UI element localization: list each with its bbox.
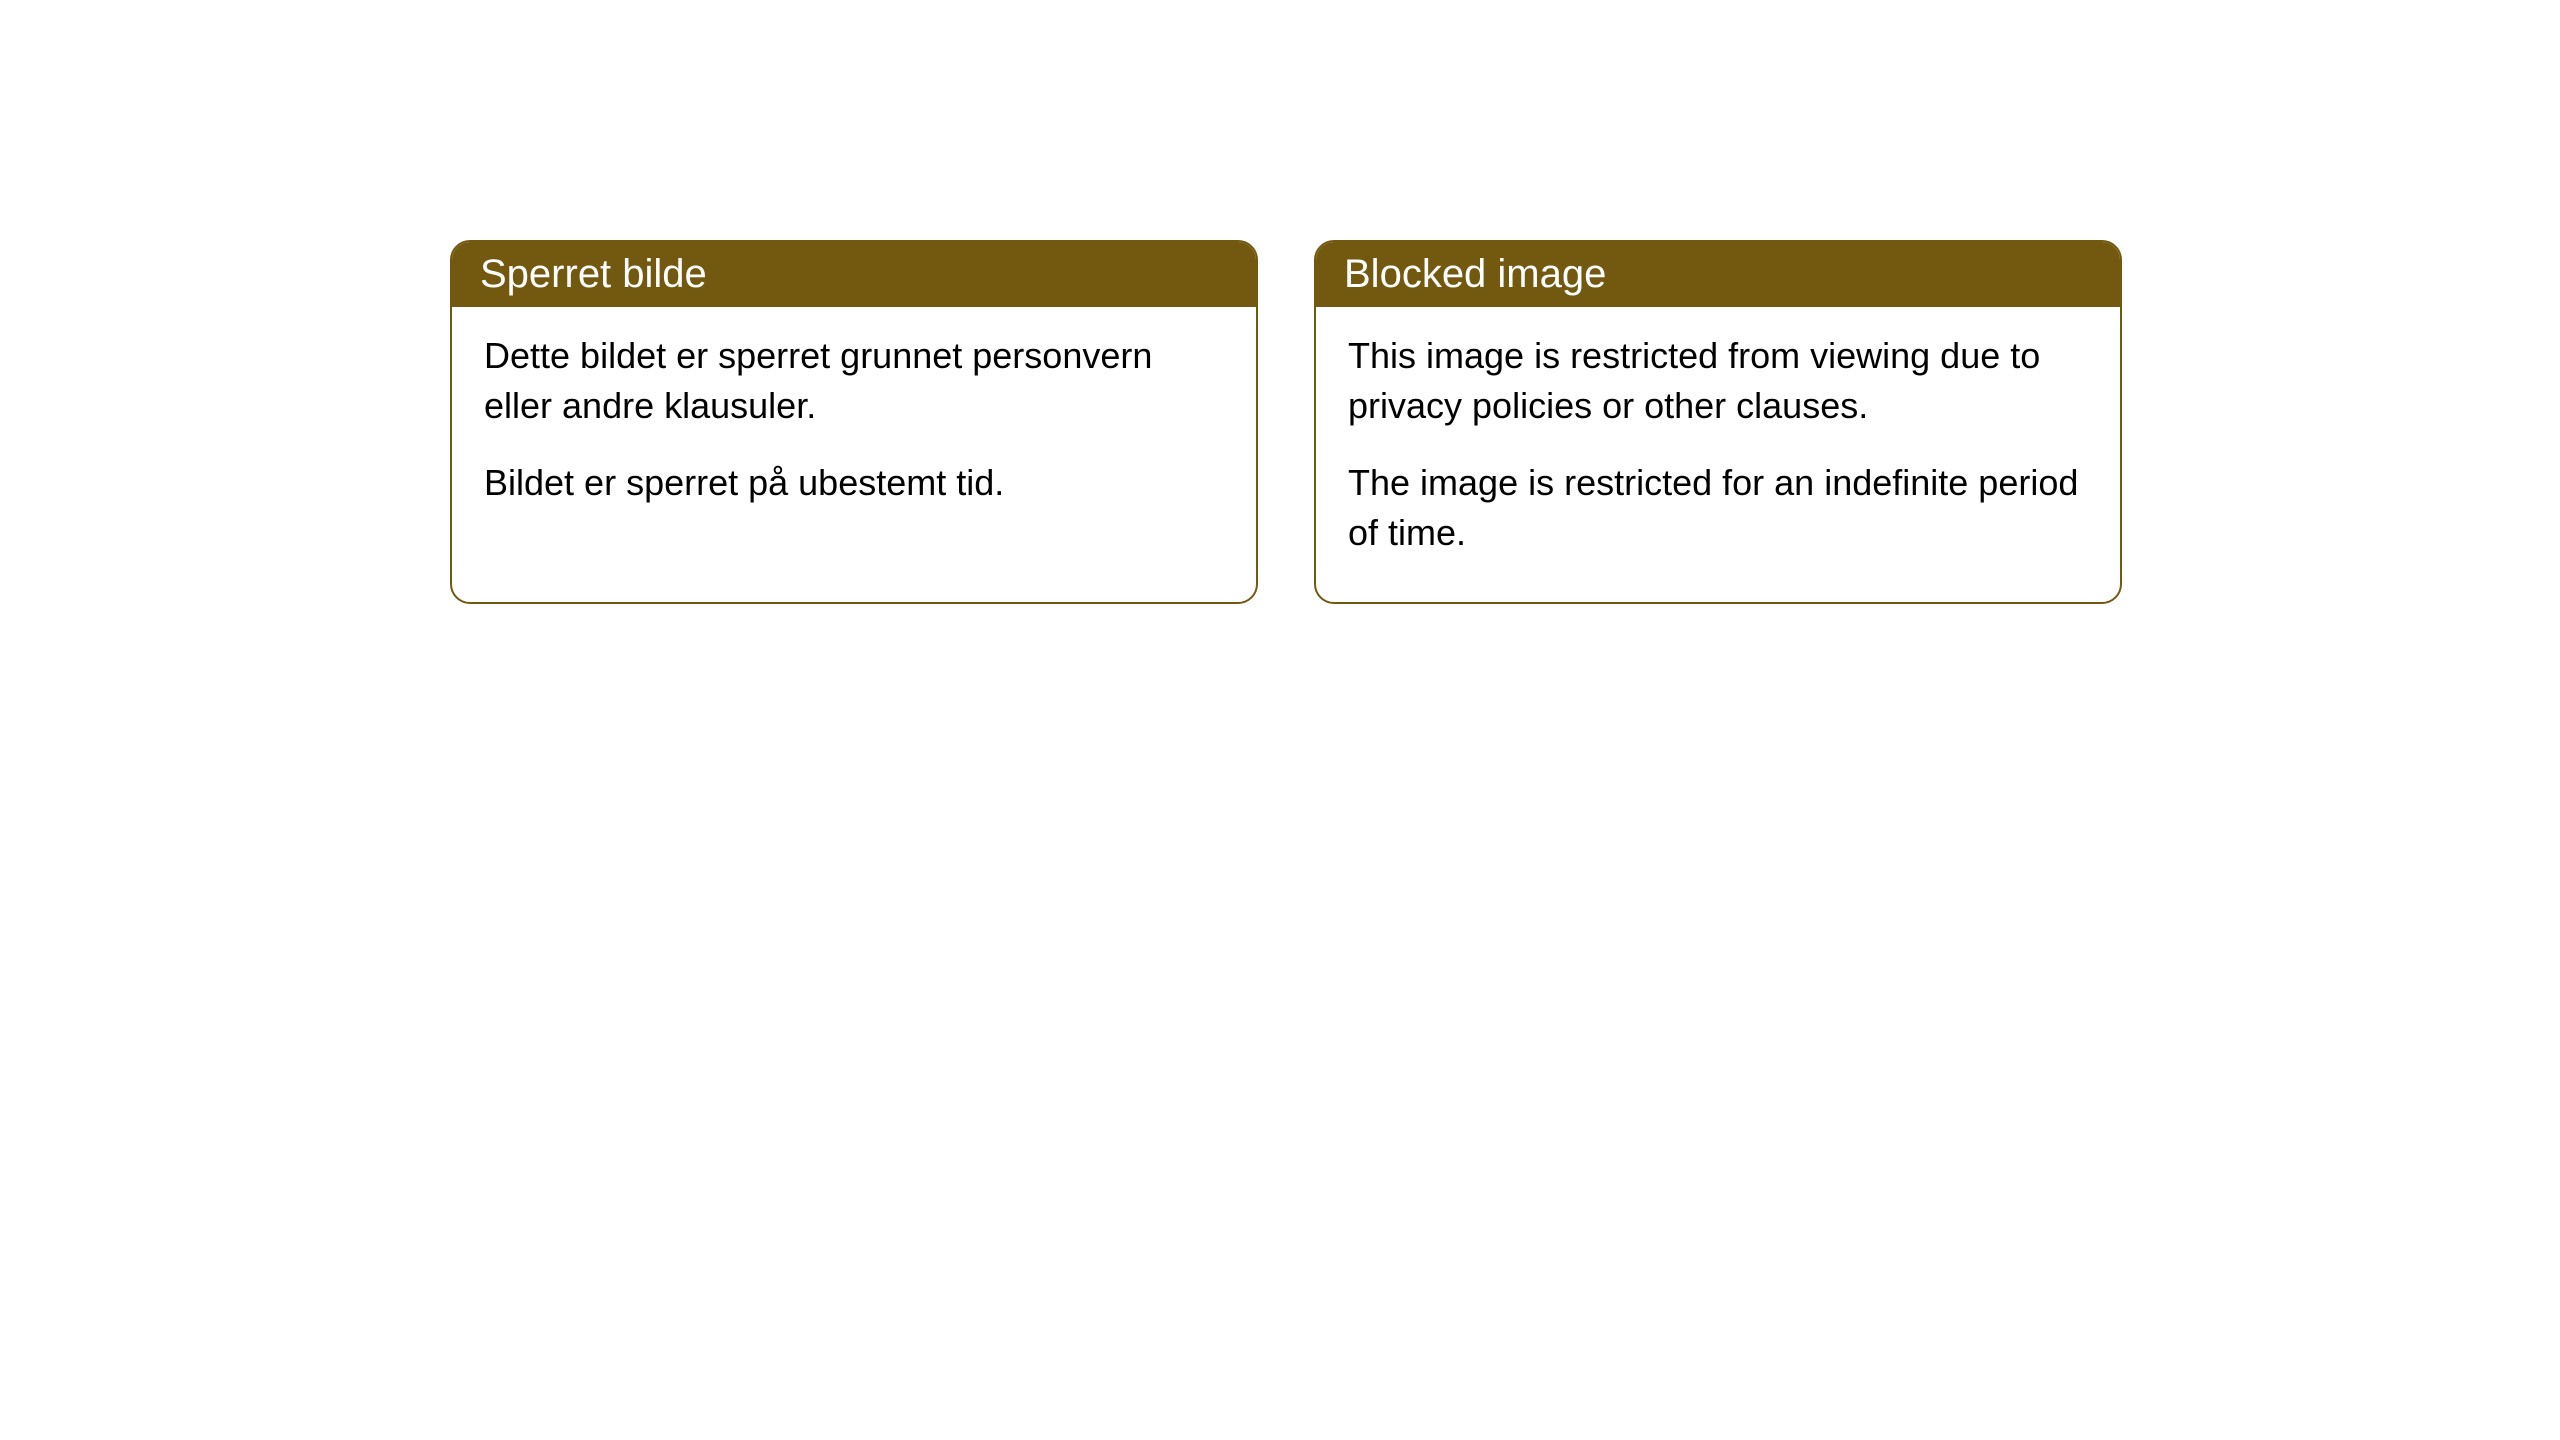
card-paragraph: This image is restricted from viewing du… [1348,331,2088,430]
card-paragraph: The image is restricted for an indefinit… [1348,458,2088,557]
notice-card-norwegian: Sperret bilde Dette bildet er sperret gr… [450,240,1258,604]
card-header: Blocked image [1316,242,2120,307]
card-paragraph: Bildet er sperret på ubestemt tid. [484,458,1224,508]
notice-cards-container: Sperret bilde Dette bildet er sperret gr… [450,240,2560,604]
card-header: Sperret bilde [452,242,1256,307]
card-paragraph: Dette bildet er sperret grunnet personve… [484,331,1224,430]
notice-card-english: Blocked image This image is restricted f… [1314,240,2122,604]
card-body: Dette bildet er sperret grunnet personve… [452,307,1256,552]
card-body: This image is restricted from viewing du… [1316,307,2120,602]
